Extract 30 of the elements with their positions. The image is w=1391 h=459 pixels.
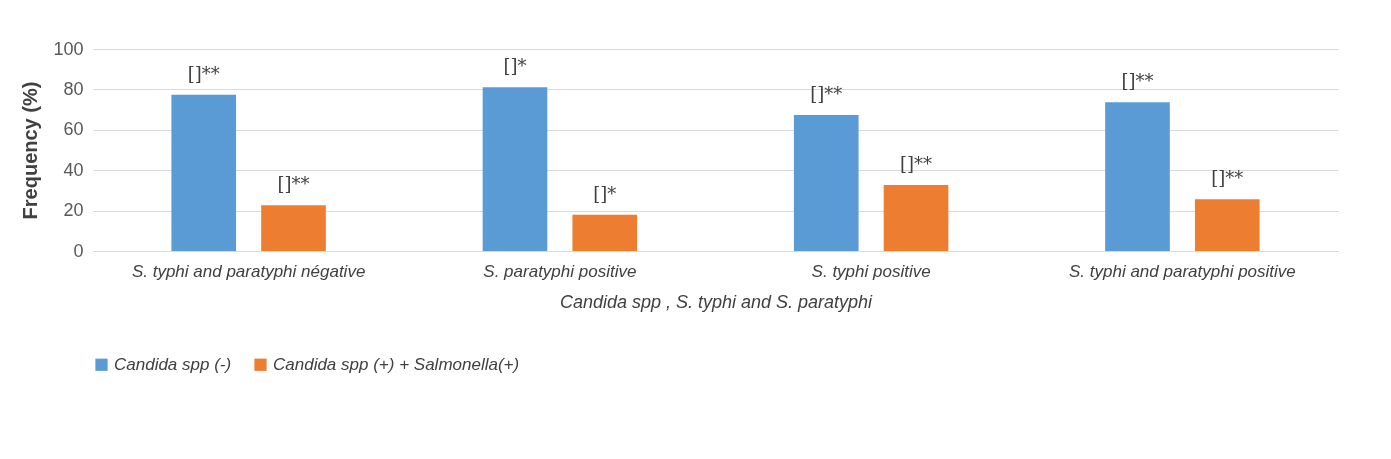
data-label: []** xyxy=(277,173,310,195)
bar xyxy=(572,214,638,251)
bar xyxy=(793,115,859,251)
bar xyxy=(1105,102,1170,251)
legend-label: Candida spp (+) + Salmonella(+) xyxy=(273,354,520,374)
y-tick-label: 20 xyxy=(63,200,84,221)
y-tick-label: 0 xyxy=(73,240,84,261)
y-tick-label: 60 xyxy=(63,119,84,140)
x-tick-label: S. typhi and paratyphi négative xyxy=(131,261,366,281)
legend-label: Candida spp (-) xyxy=(114,354,232,374)
bar xyxy=(171,94,237,251)
data-label: []** xyxy=(1121,70,1154,92)
x-tick-label: S. paratyphi positive xyxy=(483,261,637,281)
bar xyxy=(883,184,949,251)
data-label: []** xyxy=(1211,167,1244,189)
data-label: []* xyxy=(593,182,617,204)
bar xyxy=(1194,199,1260,251)
data-label: []** xyxy=(899,152,933,174)
y-axis-title: Frequency (%) xyxy=(19,81,42,220)
data-label: []** xyxy=(810,83,843,105)
data-label: []* xyxy=(503,55,527,77)
data-label: []** xyxy=(187,62,220,84)
x-axis-title: Candida spp , S. typhi and S. paratyphi xyxy=(559,291,874,312)
y-tick-label: 40 xyxy=(63,159,84,180)
bar xyxy=(482,87,548,251)
y-tick-label: 80 xyxy=(63,78,84,99)
y-tick-label: 100 xyxy=(53,38,84,59)
bar xyxy=(261,205,326,251)
x-tick-label: S. typhi and paratyphi positive xyxy=(1068,261,1296,281)
x-tick-label: S. typhi positive xyxy=(811,261,931,281)
